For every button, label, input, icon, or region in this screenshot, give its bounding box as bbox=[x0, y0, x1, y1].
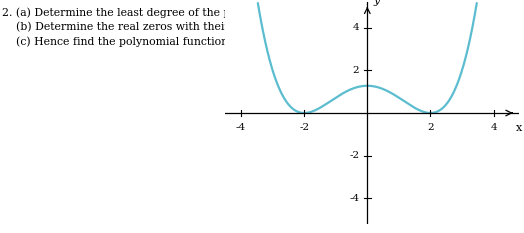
Text: 2: 2 bbox=[353, 66, 359, 75]
Text: -2: -2 bbox=[350, 151, 359, 160]
Text: 4: 4 bbox=[353, 23, 359, 32]
Text: 2. (a) Determine the least degree of the polynomial function given by the follow: 2. (a) Determine the least degree of the… bbox=[2, 7, 512, 47]
Text: -4: -4 bbox=[350, 194, 359, 203]
Text: -2: -2 bbox=[299, 123, 309, 132]
Text: 4: 4 bbox=[490, 123, 497, 132]
Text: 2: 2 bbox=[427, 123, 434, 132]
Text: -4: -4 bbox=[236, 123, 246, 132]
Text: y: y bbox=[373, 0, 379, 6]
Text: x: x bbox=[516, 123, 522, 133]
